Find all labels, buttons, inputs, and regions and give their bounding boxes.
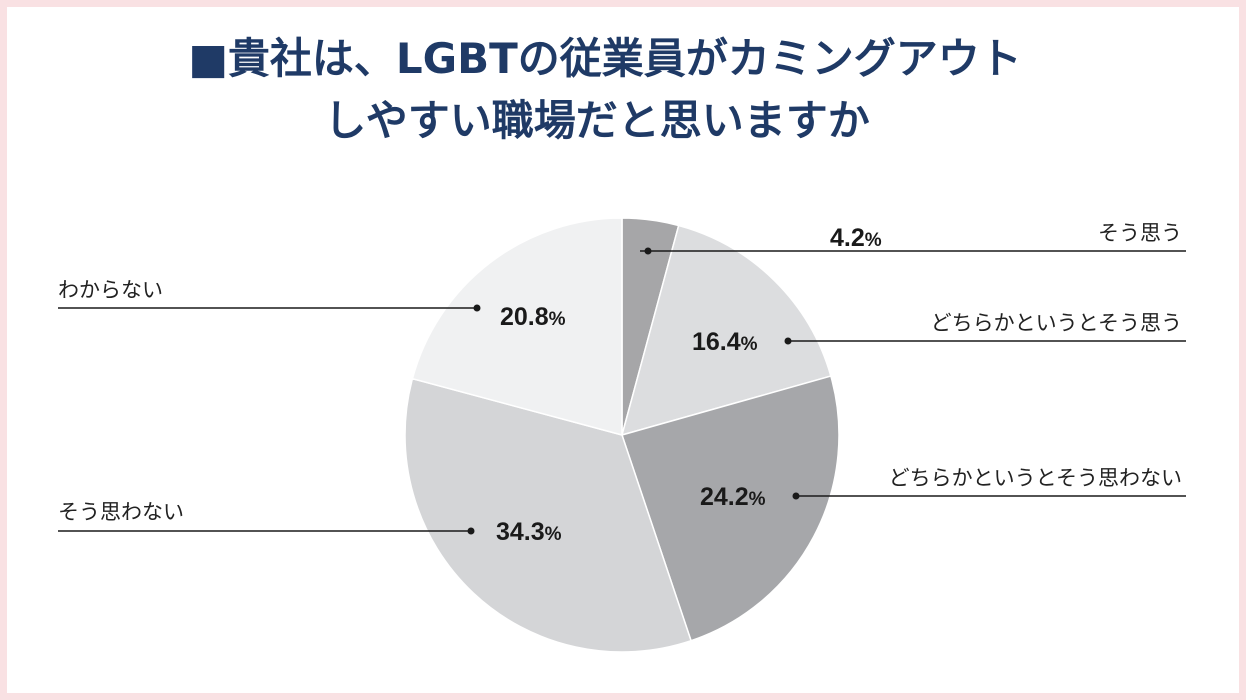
slice-category-label: そう思う (1098, 221, 1182, 245)
slice-category-label: わからない (58, 278, 163, 302)
pie-slice (621, 375, 840, 642)
slice-category-label: そう思わない (58, 500, 184, 524)
pie-labels: そう思う 4.2% どちらかというとそう思う 16.4% どちらかというとそう思わない 2… (58, 221, 1182, 546)
leader-lines (58, 247, 1186, 535)
pie-slice (620, 224, 832, 437)
leader-dot (467, 527, 475, 535)
leader-dot (792, 492, 800, 500)
chart-title-line1: ■貴社は、LGBTの従業員がカミングアウト (188, 34, 1022, 83)
slice-value-label: 20.8% (500, 303, 566, 331)
slice-value-label: 16.4% (692, 328, 758, 356)
chart-title-line2: しやすい職場だと思いますか (324, 96, 870, 145)
slice-value-label: 24.2% (700, 483, 766, 511)
leader-dot (784, 337, 792, 345)
slice-category-label: どちらかというとそう思わない (889, 466, 1182, 490)
slice-value-label: 4.2% (830, 224, 882, 252)
pie-slice (404, 377, 693, 653)
slice-value-label: 34.3% (496, 518, 562, 546)
pie-slices (404, 217, 840, 653)
leader-dot (473, 304, 481, 312)
pie-slice (411, 217, 623, 436)
slice-category-label: どちらかというとそう思う (931, 311, 1182, 335)
leader-dot (644, 247, 652, 255)
